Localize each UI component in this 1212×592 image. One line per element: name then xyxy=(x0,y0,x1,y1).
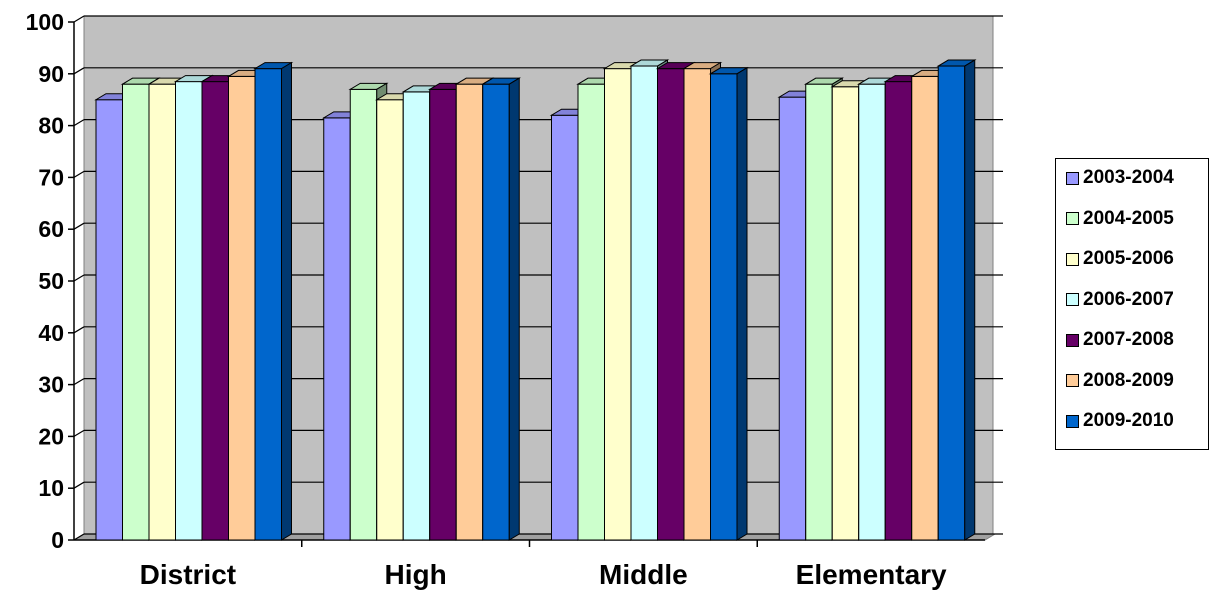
y-tick-label: 60 xyxy=(38,216,64,242)
legend-label: 2008-2009 xyxy=(1083,369,1174,391)
legend-swatch xyxy=(1066,374,1079,387)
bar-front xyxy=(122,83,150,541)
bar-front xyxy=(175,81,203,541)
bar-front xyxy=(630,65,658,541)
bars xyxy=(94,59,977,541)
bar-side xyxy=(508,77,520,541)
legend-item: 2008-2009 xyxy=(1066,366,1174,396)
bar xyxy=(936,59,977,541)
x-category-label: Middle xyxy=(599,559,688,590)
legend-label: 2004-2005 xyxy=(1083,207,1174,229)
bar-front xyxy=(657,68,685,541)
bar-front xyxy=(148,83,176,541)
legend-swatch xyxy=(1066,171,1079,185)
bar-front xyxy=(911,75,939,541)
gridline-diagonal xyxy=(73,67,85,75)
y-axis-tick-labels: 0 10 20 30 40 50 60 70 80 90 100 xyxy=(26,9,64,553)
x-category-label: Elementary xyxy=(796,559,947,590)
legend-item: 2004-2005 xyxy=(1066,204,1174,234)
gridline-diagonal xyxy=(73,170,85,178)
gridline-diagonal xyxy=(73,378,85,386)
x-category-label: District xyxy=(140,559,236,590)
y-tick-label: 50 xyxy=(38,268,64,294)
legend-label: 2007-2008 xyxy=(1083,329,1174,350)
legend-swatch xyxy=(1066,414,1079,428)
legend-item: 2009-2010 xyxy=(1066,406,1174,436)
gridline-diagonal xyxy=(73,274,85,282)
legend-swatch xyxy=(1066,293,1079,306)
legend-label: 2009-2010 xyxy=(1083,410,1174,431)
bar-front xyxy=(228,75,256,541)
y-tick-label: 10 xyxy=(38,475,64,501)
bar-front xyxy=(402,91,431,541)
bar-side xyxy=(964,59,976,541)
bar-front xyxy=(349,88,378,541)
gridline-diagonal xyxy=(73,326,85,334)
bar-front xyxy=(95,99,123,541)
y-tick-label: 90 xyxy=(38,61,64,87)
gridline-diagonal xyxy=(73,533,85,541)
gridline-diagonal xyxy=(73,429,85,437)
bar xyxy=(480,77,522,541)
gridline-diagonal xyxy=(73,15,85,23)
bar-front xyxy=(376,99,404,541)
legend-item: 2006-2007 xyxy=(1066,285,1174,315)
bar-side xyxy=(736,66,748,541)
y-tick-label: 70 xyxy=(38,164,64,190)
bar xyxy=(253,61,294,541)
bar-front xyxy=(323,117,351,541)
bar-side xyxy=(281,61,292,541)
bar-front xyxy=(551,114,579,541)
bar-front xyxy=(577,83,605,541)
legend-item: 2005-2006 xyxy=(1066,244,1174,274)
legend-item: 2007-2008 xyxy=(1066,325,1174,355)
bar-front xyxy=(482,83,510,541)
y-tick-label: 0 xyxy=(51,527,64,553)
bar-front xyxy=(937,65,966,541)
bar-front xyxy=(884,81,913,541)
y-tick-label: 20 xyxy=(38,423,64,449)
legend-label: 2003-2004 xyxy=(1083,167,1174,188)
legend: 2003-2004 2004-2005 2005-2006 2006-2007 2007… xyxy=(1055,158,1209,450)
gridline-diagonal xyxy=(73,481,85,489)
bar-front xyxy=(604,68,632,541)
bar-front xyxy=(683,68,711,541)
bar-front xyxy=(831,86,860,541)
y-tick-label: 30 xyxy=(38,372,64,398)
bar-front xyxy=(254,68,282,541)
legend-swatch xyxy=(1066,333,1079,347)
bar-front xyxy=(201,81,229,541)
y-tick-label: 100 xyxy=(26,9,64,35)
legend-label: 2006-2007 xyxy=(1083,288,1174,310)
gridline-diagonal xyxy=(73,222,85,230)
legend-swatch xyxy=(1066,252,1079,266)
legend-item: 2003-2004 xyxy=(1066,163,1174,193)
bar-front xyxy=(858,83,886,541)
gridline-diagonal xyxy=(73,119,85,127)
legend-swatch xyxy=(1066,212,1079,225)
legend-label: 2005-2006 xyxy=(1083,248,1174,269)
x-category-label: High xyxy=(385,559,447,590)
bar-front xyxy=(805,83,833,541)
bar-front xyxy=(778,96,807,541)
bar-front xyxy=(455,83,484,541)
bar-front xyxy=(429,88,457,541)
y-tick-label: 80 xyxy=(38,113,64,139)
bar-front xyxy=(710,73,738,541)
x-axis-category-labels: District High Middle Elementary xyxy=(140,559,947,590)
bar xyxy=(708,66,749,541)
y-tick-label: 40 xyxy=(38,320,64,346)
